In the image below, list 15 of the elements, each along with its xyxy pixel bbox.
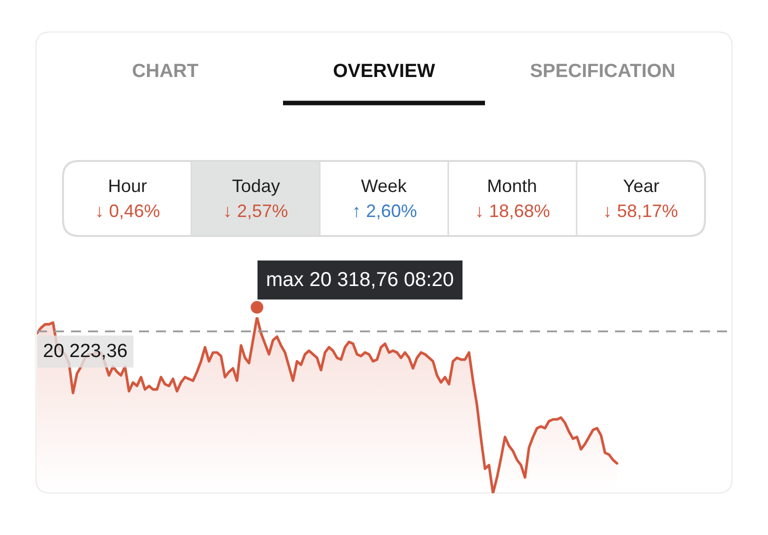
text: max 20 318,76 08:20 bbox=[266, 269, 454, 291]
text: ↓ 2,57% bbox=[223, 201, 288, 221]
category-label: Week bbox=[361, 176, 408, 196]
text: ↓ 0,46% bbox=[95, 201, 160, 221]
text: ↓ 18,68% bbox=[475, 201, 550, 221]
text: CHART bbox=[132, 61, 199, 82]
category-label: Month bbox=[487, 176, 538, 196]
category-label: Year bbox=[623, 176, 660, 196]
annotation: 20 223,36 bbox=[43, 341, 128, 362]
text: SPECIFICATION bbox=[530, 61, 676, 82]
text: ↑ 2,60% bbox=[352, 201, 418, 221]
text: OVERVIEW bbox=[333, 61, 436, 82]
text: ↓ 58,17% bbox=[603, 201, 678, 221]
category-label: Today bbox=[232, 176, 280, 196]
category-label: Hour bbox=[108, 176, 148, 196]
